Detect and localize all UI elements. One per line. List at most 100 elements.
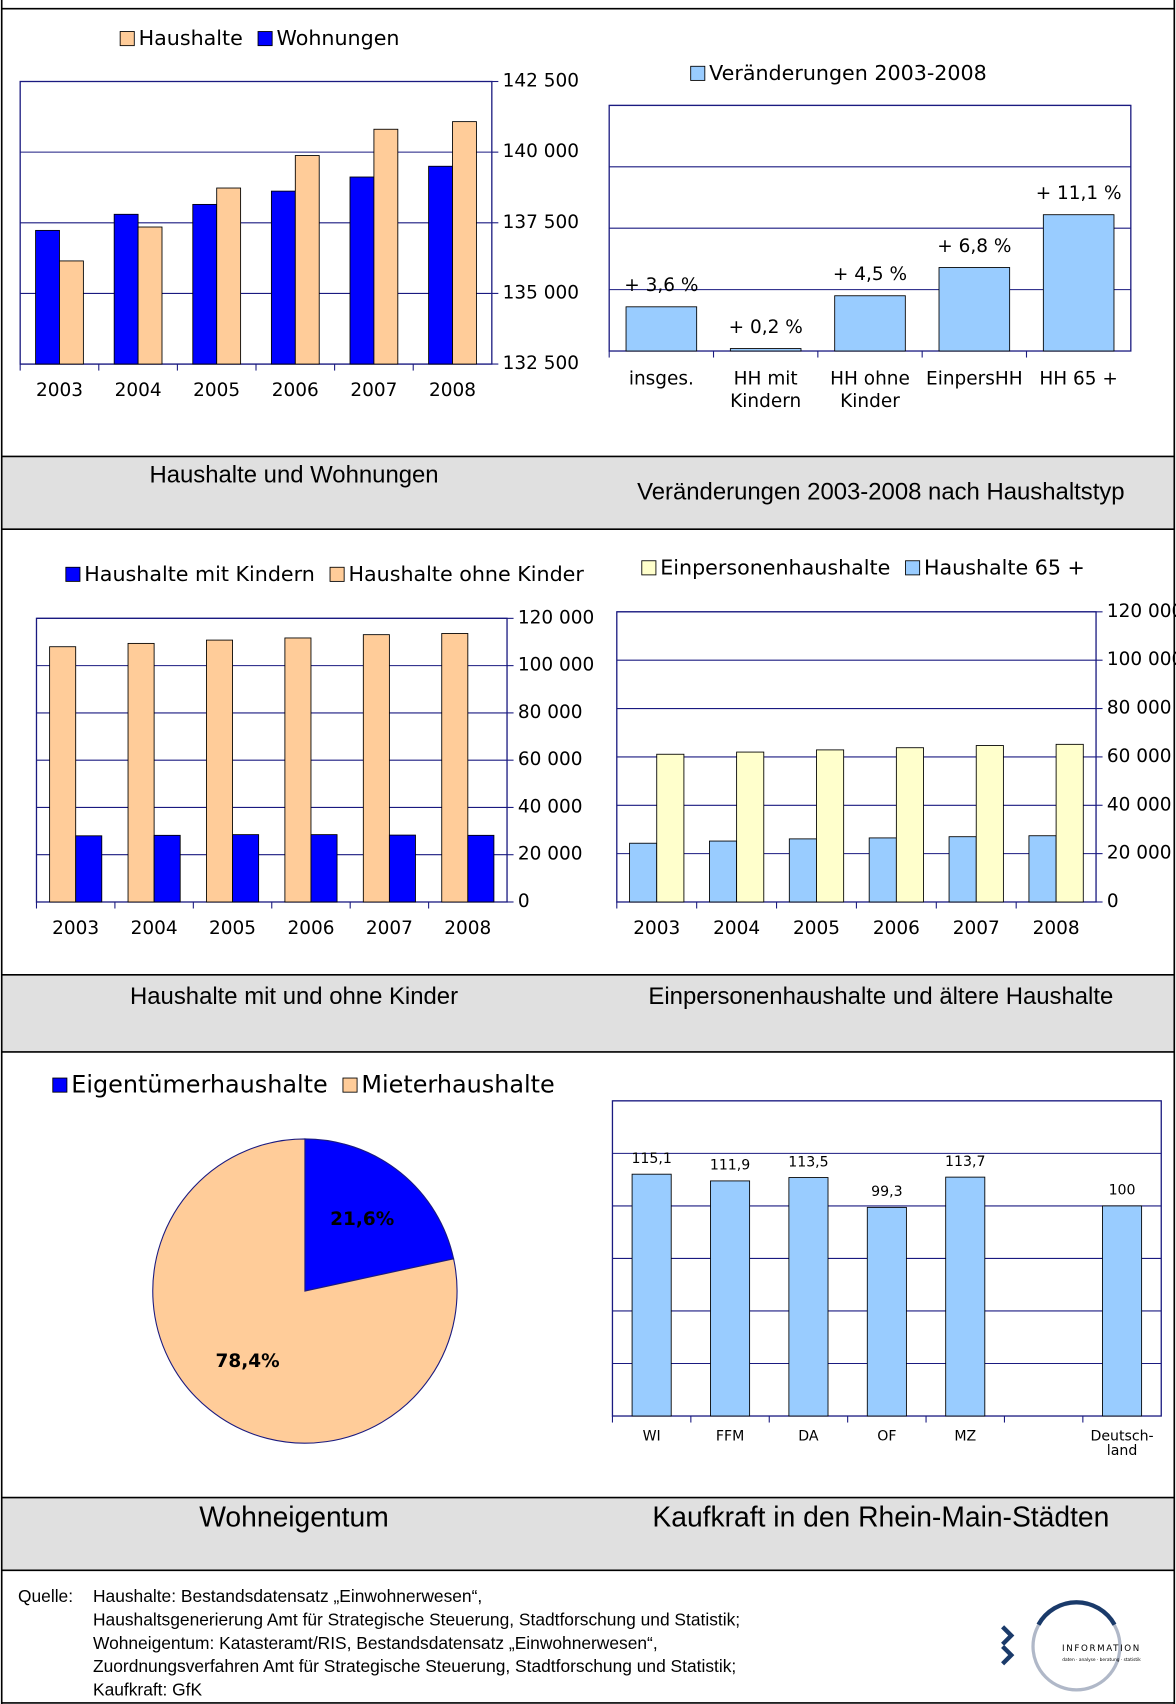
legend-label: Haushalte 65 +: [924, 555, 1085, 579]
x-tick-label: 2008: [444, 918, 491, 939]
legend-label: Veränderungen 2003-2008: [709, 61, 987, 85]
y-tick-label: 100 000: [1107, 649, 1176, 670]
bar: [113, 213, 139, 365]
value-label: 78,4%: [216, 1351, 280, 1372]
source-line: Haushaltsgenerierung Amt für Strategisch…: [93, 1609, 740, 1629]
y-tick-label: 132 500: [503, 353, 579, 374]
chart-title: Haushalte mit und ohne Kinder: [130, 983, 458, 1010]
bar: [137, 226, 163, 365]
y-tick-label: 137 500: [503, 212, 579, 233]
x-tick-label: 2007: [350, 380, 397, 401]
x-tick-label: DA: [798, 1429, 819, 1445]
legend-label: Haushalte mit Kindern: [84, 562, 315, 586]
source-label: Quelle:: [18, 1586, 73, 1606]
bar: [441, 633, 469, 903]
legend-swatch: [52, 1077, 68, 1093]
y-tick-label: 0: [518, 891, 530, 912]
bar: [816, 749, 845, 903]
legend-swatch: [119, 31, 135, 47]
x-tick-label: OF: [877, 1429, 896, 1445]
value-label: 100: [1109, 1183, 1136, 1199]
legend-swatch: [690, 65, 706, 81]
bar: [1102, 1205, 1143, 1417]
caption-band: [1, 456, 1175, 530]
bar: [373, 128, 399, 365]
x-tick-label: 2006: [287, 918, 334, 939]
value-label: + 0,2 %: [729, 317, 803, 338]
y-tick-label: 142 500: [503, 71, 579, 92]
legend-label: Einpersonenhaushalte: [660, 555, 890, 579]
bar: [710, 1180, 751, 1417]
legend-swatch: [65, 566, 81, 582]
bar: [975, 745, 1004, 903]
x-tick-label: 2005: [793, 918, 840, 939]
x-tick-label: 2004: [131, 918, 178, 939]
bar: [284, 637, 312, 903]
bar: [656, 753, 685, 903]
caption-band: [1, 974, 1175, 1052]
y-tick-label: 40 000: [1107, 794, 1172, 815]
bar: [127, 642, 155, 903]
bar: [629, 842, 658, 903]
bar: [729, 348, 802, 352]
bar: [834, 295, 906, 352]
legend-swatch: [905, 560, 921, 576]
logo-text: INFORMATION: [1062, 1644, 1141, 1654]
x-tick-label: 2008: [429, 380, 476, 401]
y-tick-label: 40 000: [518, 796, 583, 817]
source-line: Wohneigentum: Katasteramt/RIS, Bestandsd…: [93, 1633, 658, 1653]
y-tick-label: 120 000: [1107, 601, 1176, 622]
x-tick-label: EinpersHH: [926, 368, 1023, 389]
y-tick-label: 80 000: [1107, 698, 1172, 719]
bar: [1028, 835, 1057, 903]
bar: [938, 267, 1011, 352]
bar: [428, 165, 453, 365]
x-tick-label: 2005: [209, 918, 256, 939]
source-line: Haushalte: Bestandsdatensatz „Einwohnerw…: [93, 1586, 482, 1606]
x-tick-label: 2007: [953, 918, 1000, 939]
x-tick-label: 2005: [193, 380, 240, 401]
x-tick-label: 2003: [633, 918, 680, 939]
value-label: + 4,5 %: [833, 264, 907, 285]
bar: [362, 634, 390, 903]
x-tick-label: 2006: [272, 380, 319, 401]
y-tick-label: 0: [1107, 891, 1119, 912]
logo-tagline: daten · analyse · beratung · statistik: [1062, 1657, 1141, 1663]
bar: [310, 834, 338, 903]
value-label: 113,7: [945, 1154, 985, 1170]
legend-label: Eigentümerhaushalte: [71, 1071, 327, 1099]
x-tick-label: HH 65 +: [1039, 368, 1118, 389]
bar: [868, 837, 897, 903]
x-tick-label: HH ohne Kinder: [830, 368, 910, 412]
chart-title: Veränderungen 2003-2008 nach Haushaltsty…: [637, 479, 1124, 506]
value-label: 113,5: [788, 1154, 828, 1170]
chart-title: Einpersonenhaushalte und ältere Haushalt…: [648, 983, 1113, 1010]
chart-title: Wohneigentum: [199, 1501, 389, 1533]
y-tick-label: 80 000: [518, 702, 583, 723]
value-label: + 6,8 %: [937, 236, 1011, 257]
bar: [216, 187, 242, 365]
x-tick-label: FFM: [716, 1429, 744, 1445]
x-tick-label: 2003: [36, 380, 83, 401]
chart-title: Kaufkraft in den Rhein-Main-Städten: [652, 1501, 1109, 1533]
bar: [1042, 214, 1115, 352]
bar: [788, 1177, 829, 1417]
x-tick-label: Deutsch-land: [1090, 1429, 1153, 1459]
bar: [388, 834, 416, 903]
x-tick-label: insges.: [629, 368, 694, 389]
bar: [948, 836, 977, 903]
chart-title: Haushalte und Wohnungen: [149, 461, 438, 488]
legend-label: Haushalte: [139, 26, 243, 50]
legend-swatch: [641, 560, 657, 576]
bar: [625, 306, 698, 352]
legend-label: Wohnungen: [277, 26, 400, 50]
bar: [945, 1176, 986, 1417]
y-tick-label: 120 000: [518, 607, 594, 628]
value-label: + 11,1 %: [1036, 183, 1122, 204]
bar: [349, 176, 375, 365]
value-label: 115,1: [631, 1151, 671, 1167]
legend-label: Haushalte ohne Kinder: [349, 562, 585, 586]
